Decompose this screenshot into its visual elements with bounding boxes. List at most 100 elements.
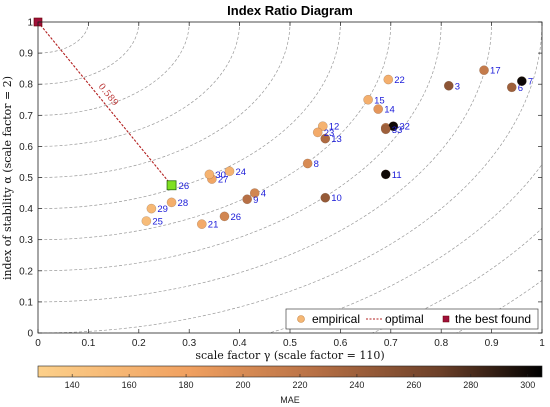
data-point-label: 26 xyxy=(230,212,241,223)
data-point xyxy=(312,127,323,138)
data-point xyxy=(204,169,215,180)
y-tick-label: 0.4 xyxy=(19,204,33,215)
data-point-label: 22 xyxy=(394,75,405,86)
x-tick-label: 1 xyxy=(539,338,545,349)
x-tick-label: 0.5 xyxy=(283,338,297,349)
data-point xyxy=(224,166,235,177)
x-tick-label: 0.8 xyxy=(434,338,448,349)
data-point xyxy=(380,169,391,180)
data-point-label: 30 xyxy=(215,170,226,181)
legend-empirical-marker xyxy=(297,315,305,323)
data-point-label: 25 xyxy=(152,217,163,228)
y-tick-label: 0.1 xyxy=(19,297,33,308)
x-tick-label: 0.4 xyxy=(233,338,247,349)
data-point-label: 4 xyxy=(261,189,266,200)
colorbar-tick-label: 300 xyxy=(520,380,535,390)
colorbar-tick-label: 160 xyxy=(122,380,137,390)
data-point-label: 9 xyxy=(253,195,258,206)
x-tick-label: 0.3 xyxy=(182,338,196,349)
data-point xyxy=(516,76,527,86)
data-point xyxy=(196,219,207,229)
data-point xyxy=(249,188,260,198)
data-point xyxy=(242,194,253,205)
data-point xyxy=(146,203,157,214)
data-point-label: 15 xyxy=(374,95,385,106)
data-point xyxy=(383,74,394,85)
data-point-label: 32 xyxy=(399,122,410,133)
colorbar-tick-label: 260 xyxy=(406,380,421,390)
plot-area xyxy=(38,22,542,333)
y-tick-label: 1 xyxy=(27,18,33,29)
data-point-label: 7 xyxy=(528,77,533,88)
y-tick-label: 0.5 xyxy=(19,173,33,184)
colorbar-tick-label: 180 xyxy=(179,380,194,390)
y-tick-label: 0.6 xyxy=(19,142,33,153)
data-point xyxy=(506,82,517,93)
data-point-label: 21 xyxy=(208,220,219,231)
colorbar-ticks: 140 160 180 200 220 240 260 280 300 xyxy=(65,374,535,390)
legend-optimal-label: optimal xyxy=(385,312,424,326)
data-point-label: 27 xyxy=(218,175,229,186)
y-tick-label: 0.3 xyxy=(19,235,33,246)
legend-box xyxy=(285,308,539,330)
legend-best-marker xyxy=(442,315,450,323)
x-tick-label: 0.7 xyxy=(384,338,398,349)
data-point xyxy=(302,158,313,169)
optimal-point-marker xyxy=(166,180,177,191)
colorbar-tick-label: 140 xyxy=(65,380,80,390)
data-point-label: 6 xyxy=(518,83,523,94)
y-tick-label: 0 xyxy=(27,329,33,340)
data-point-label: 29 xyxy=(157,204,168,215)
data-point-label: 28 xyxy=(178,198,189,209)
y-axis-label: index of stability α (scale factor = 2) xyxy=(1,76,14,280)
legend: empirical optimal the best found xyxy=(285,308,539,330)
y-tick-label: 0.8 xyxy=(19,80,33,91)
data-point xyxy=(380,124,391,135)
x-tick-label: 0.2 xyxy=(132,338,146,349)
x-tick-label: 0 xyxy=(35,338,41,349)
data-point-label: 13 xyxy=(331,134,342,145)
data-point xyxy=(219,211,230,222)
x-tick-label: 0.1 xyxy=(81,338,95,349)
data-point-label: 33 xyxy=(392,125,403,136)
x-axis-label: scale factor γ (scale factor = 110) xyxy=(195,349,384,362)
data-points: 3456789101112131415172122232425262728293… xyxy=(33,17,533,231)
colorbar-tick-label: 200 xyxy=(236,380,251,390)
legend-empirical-label: empirical xyxy=(312,312,360,326)
data-point-label: 10 xyxy=(331,193,342,204)
y-tick-label: 0.2 xyxy=(19,266,33,277)
data-point-label: 23 xyxy=(324,128,335,139)
y-axis-ticks: 0 0.1 0.2 0.3 0.4 0.5 0.6 0.7 0.8 0.9 1 xyxy=(19,18,542,340)
y-tick-label: 0.7 xyxy=(19,111,33,122)
optimal-line xyxy=(37,21,172,186)
optimal-point-label: 26 xyxy=(179,181,190,192)
data-point-label: 11 xyxy=(392,170,402,181)
data-point xyxy=(479,65,489,76)
data-point xyxy=(373,104,384,114)
y-tick-label: 0.9 xyxy=(19,49,33,60)
chart-title: Index Ratio Diagram xyxy=(227,3,353,18)
legend-best-label: the best found xyxy=(455,312,531,326)
colorbar-gradient xyxy=(37,365,543,378)
data-point xyxy=(166,197,177,208)
data-point-label: 17 xyxy=(490,66,501,77)
x-tick-label: 0.6 xyxy=(333,338,347,349)
colorbar-tick-label: 220 xyxy=(292,380,307,390)
colorbar-title: MAE xyxy=(280,395,300,405)
data-point xyxy=(317,121,328,132)
colorbar: 140 160 180 200 220 240 260 280 300 MAE xyxy=(37,365,543,405)
data-point xyxy=(443,80,454,91)
data-point-label: 24 xyxy=(236,167,247,178)
data-point xyxy=(320,133,331,144)
x-axis-ticks: 0 0.1 0.2 0.3 0.4 0.5 0.6 0.7 0.8 0.9 1 xyxy=(35,22,545,349)
data-point-label: 14 xyxy=(384,105,395,116)
colorbar-tick-label: 240 xyxy=(349,380,364,390)
colorbar-tick-label: 280 xyxy=(463,380,478,390)
data-point xyxy=(141,216,152,226)
x-tick-label: 0.9 xyxy=(485,338,499,349)
data-point xyxy=(320,192,331,203)
data-point-label: 12 xyxy=(329,122,340,133)
data-point-label: 8 xyxy=(314,159,319,170)
data-point xyxy=(363,94,373,105)
